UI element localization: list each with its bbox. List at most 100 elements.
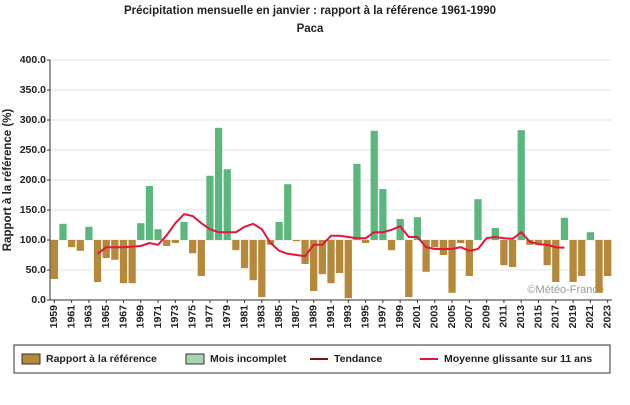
bar	[327, 240, 335, 284]
x-tick-label: 1973	[169, 305, 181, 329]
bar	[569, 240, 577, 282]
x-tick-label: 1997	[377, 305, 389, 329]
bar	[353, 163, 361, 240]
bar	[180, 222, 188, 240]
x-tick-label: 2009	[480, 305, 492, 329]
bar	[491, 228, 499, 240]
legend-label: Rapport à la référence	[46, 353, 157, 365]
chart-subtitle: Paca	[297, 23, 324, 35]
bar	[171, 240, 180, 243]
x-tick-label: 1975	[186, 305, 198, 329]
bar	[249, 240, 257, 281]
bar	[318, 240, 326, 275]
bar	[128, 240, 136, 284]
bar	[517, 130, 525, 240]
chart-title: Précipitation mensuelle en janvier : rap…	[124, 5, 496, 17]
x-tick-label: 2003	[429, 305, 441, 329]
bar	[370, 130, 378, 240]
x-tick-label: 1999	[394, 305, 406, 329]
y-tick-label: 0.0	[31, 294, 46, 306]
bar	[310, 240, 318, 291]
bar	[154, 229, 162, 240]
moving-average-line	[96, 213, 565, 258]
x-tick-label: 2007	[463, 305, 475, 329]
x-tick-label: 1983	[256, 305, 268, 329]
bar	[336, 240, 344, 273]
bar	[284, 184, 292, 240]
bar	[59, 223, 67, 240]
bar	[586, 232, 595, 240]
legend-label: Mois incomplet	[210, 353, 287, 365]
y-tick-label: 250.0	[20, 144, 46, 156]
x-tick-label: 1987	[290, 305, 302, 329]
y-tick-label: 400.0	[20, 54, 46, 66]
bar	[396, 219, 404, 240]
x-tick-label: 2013	[515, 305, 527, 329]
bar	[465, 240, 473, 276]
bar	[448, 240, 456, 293]
bar	[500, 240, 508, 266]
x-tick-label: 1985	[273, 305, 285, 329]
bar	[534, 240, 543, 245]
bar	[76, 240, 84, 251]
y-tick-label: 150.0	[20, 204, 46, 216]
bar	[578, 240, 586, 276]
y-tick-label: 350.0	[20, 84, 46, 96]
bar	[275, 222, 283, 240]
x-tick-label: 1993	[342, 305, 354, 329]
bar	[50, 240, 58, 279]
bar	[240, 240, 249, 269]
bar	[67, 240, 76, 248]
y-tick-label: 300.0	[20, 114, 46, 126]
x-tick-label: 1971	[152, 305, 164, 329]
bar	[258, 240, 266, 297]
bar	[85, 226, 93, 240]
bar	[379, 189, 387, 240]
bar	[361, 240, 370, 243]
bar	[163, 240, 171, 246]
bar	[206, 175, 214, 240]
bar	[292, 240, 301, 242]
bar	[422, 240, 430, 272]
x-tick-label: 2021	[584, 305, 596, 329]
bar	[474, 199, 482, 240]
bar	[93, 240, 102, 282]
bar	[197, 240, 205, 276]
x-tick-label: 2015	[532, 305, 544, 329]
x-tick-label: 1991	[325, 305, 337, 329]
bar	[405, 240, 413, 297]
bar	[214, 127, 223, 240]
x-tick-label: 1961	[65, 305, 77, 329]
bar	[552, 240, 560, 282]
bar	[189, 240, 197, 254]
bar	[223, 169, 231, 240]
bar	[344, 240, 352, 299]
y-tick-label: 50.0	[26, 264, 47, 276]
x-tick-label: 1979	[221, 305, 233, 329]
watermark: ©Météo-France	[527, 284, 604, 296]
bar	[508, 240, 517, 267]
y-axis-label: Rapport à la référence (%)	[2, 109, 14, 252]
legend-label: Tendance	[334, 353, 382, 365]
legend-label: Moyenne glissante sur 11 ans	[444, 353, 592, 365]
x-tick-label: 2011	[498, 305, 510, 328]
x-tick-label: 2023	[601, 305, 613, 329]
bar	[232, 240, 240, 251]
bar	[387, 240, 396, 251]
bar	[145, 186, 154, 240]
bar	[301, 240, 309, 264]
x-tick-label: 1995	[359, 305, 371, 329]
bar	[413, 217, 422, 240]
x-tick-label: 1959	[48, 305, 60, 329]
x-tick-label: 1965	[100, 305, 112, 329]
x-tick-label: 1989	[307, 305, 319, 329]
x-tick-label: 1967	[117, 305, 129, 329]
bar	[111, 240, 119, 260]
y-tick-label: 100.0	[20, 234, 46, 246]
bar	[137, 223, 145, 240]
bar	[119, 240, 128, 284]
x-tick-label: 2005	[446, 305, 458, 329]
x-tick-label: 1963	[83, 305, 95, 329]
